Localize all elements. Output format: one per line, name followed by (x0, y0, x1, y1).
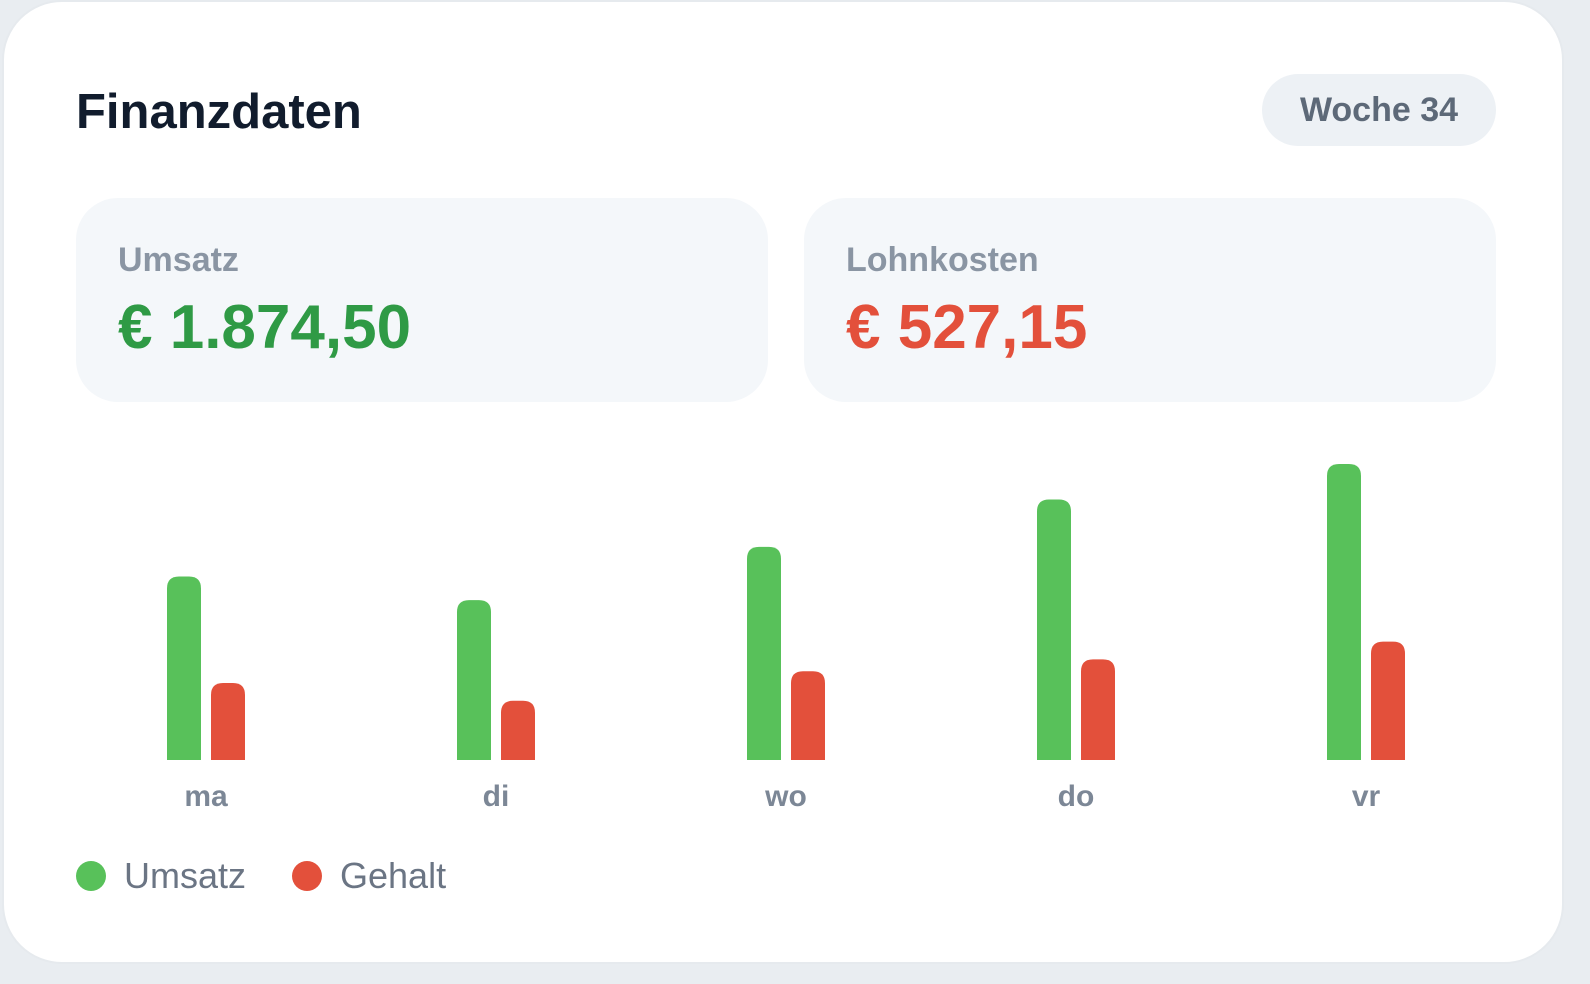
legend-item-revenue: Umsatz (76, 854, 246, 898)
legend-item-salary: Gehalt (292, 854, 446, 898)
bar-salary-do (1081, 659, 1115, 760)
legend-revenue-dot (76, 861, 106, 891)
x-tick-label-do: do (1058, 780, 1095, 813)
bar-revenue-vr (1327, 464, 1361, 760)
card-title: Finanzdaten (76, 85, 362, 139)
legend-salary-label: Gehalt (340, 855, 447, 896)
labor-cost-stat-label: Lohnkosten (846, 241, 1039, 279)
bar-revenue-di (457, 600, 491, 760)
bar-salary-ma (211, 683, 245, 760)
legend-salary-dot (292, 861, 323, 891)
labor-cost-stat-value: € 527,15 (846, 293, 1088, 362)
revenue-stat-value: € 1.874,50 (118, 293, 412, 362)
bar-salary-di (501, 700, 535, 760)
revenue-stat-label: Umsatz (118, 241, 239, 279)
bar-revenue-wo (747, 546, 781, 760)
bar-salary-vr (1371, 641, 1405, 760)
legend-revenue-label: Umsatz (124, 855, 247, 896)
x-tick-label-ma: ma (184, 780, 228, 813)
x-tick-label-di: di (483, 780, 510, 813)
bar-salary-wo (791, 671, 825, 760)
labor-cost-stat-card: Lohnkosten € 527,15 (804, 198, 1496, 402)
x-tick-label-wo: wo (764, 780, 807, 813)
chart-legend: Umsatz Gehalt (76, 850, 492, 902)
bar-revenue-do (1037, 499, 1071, 760)
revenue-stat-card: Umsatz € 1.874,50 (76, 198, 768, 402)
week-badge[interactable]: Woche 34 (1262, 74, 1496, 146)
bar-chart: ma di wo do vr (167, 464, 1405, 813)
bar-revenue-ma (167, 576, 201, 760)
x-tick-label-vr: vr (1352, 780, 1381, 813)
finance-card: Finanzdaten Woche 34 Umsatz € 1.874,50 L… (2, 0, 1564, 964)
